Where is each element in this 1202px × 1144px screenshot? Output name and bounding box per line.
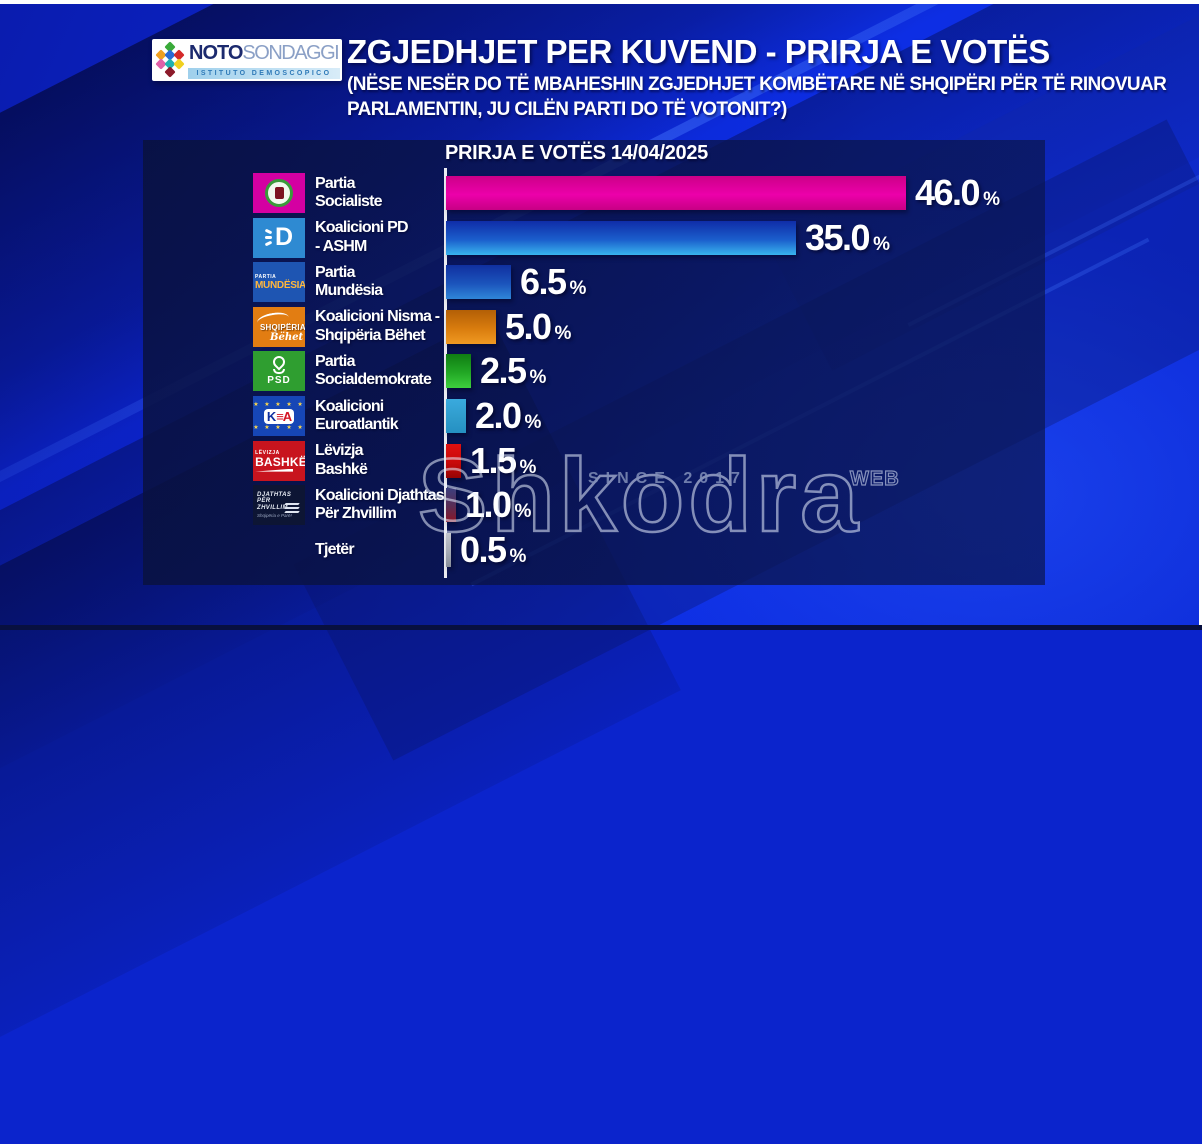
party-name: Partia Socialdemokrate [315, 352, 432, 389]
kea-logo: ★ ★ ★ ★ ★ K ≡A ★ ★ ★ ★ ★ [253, 396, 305, 436]
noto-tagline-strip: ISTITUTO DEMOSCOPICO [188, 68, 340, 79]
pd-spiral-icon: D [264, 223, 293, 252]
levizja-bashke-logo: LËVIZJA BASHKË [253, 440, 305, 481]
value-label: 46.0% [915, 172, 1000, 213]
bar-psd [446, 354, 471, 389]
party-name: Tjetër [315, 540, 355, 558]
value-label: 35.0% [805, 216, 890, 258]
rose-cup-icon [273, 369, 285, 375]
partia-socialiste-logo [253, 173, 305, 213]
bar-koalicioni-pd-ashm [446, 220, 796, 255]
bar-partia-mundesia [446, 265, 511, 300]
party-name: Koalicioni PD - ASHM [315, 219, 409, 255]
rose-icon [270, 353, 288, 371]
party-name: Koalicioni Nisma - Shqipëria Bëhet [315, 308, 440, 344]
chart-row: SHQIPËRIA Bëhet Koalicioni Nisma - Shqipë… [143, 305, 1045, 347]
bar-tjeter [446, 532, 451, 567]
page-subtitle-line2: PARLAMENTIN, JU CILËN PARTI DO TË VOTONI… [347, 99, 787, 120]
value-label: 1.0% [465, 484, 532, 526]
top-edge-strip [0, 0, 1202, 4]
bar-levizja-bashke [446, 443, 461, 478]
chart-row: LËVIZJA BASHKË Lëvizja Bashkë 1.5% [143, 439, 1045, 481]
underline-swoosh-icon [255, 468, 294, 472]
chart-row: D Koalicioni PD - ASHM 35.0% [143, 216, 1045, 258]
bar-partia-socialiste [446, 176, 906, 210]
chart-row: ★ ★ ★ ★ ★ K ≡A ★ ★ ★ ★ ★ Koalicioni Euroat… [143, 395, 1045, 436]
koalicioni-nisma-logo: SHQIPËRIA Bëhet [253, 306, 305, 347]
party-name: Koalicioni Djathtas Për Zhvillim [315, 486, 445, 523]
page-title: ZGJEDHJET PER KUVEND - PRIRJA E VOTËS [347, 33, 1050, 70]
bar-koalicioni-nisma [446, 309, 496, 344]
ps-emblem-icon [265, 179, 293, 207]
value-label: 2.0% [475, 395, 542, 436]
stars-icon: ★ ★ ★ ★ ★ [253, 424, 305, 431]
kea-monogram: K ≡A [263, 408, 295, 424]
bottom-edge-strip [0, 625, 1202, 630]
value-label: 6.5% [520, 261, 587, 303]
chart-row: Partia Socialiste 46.0% [143, 172, 1045, 213]
party-name: Partia Socialiste [315, 174, 383, 211]
noto-sondaggi-logo: NOTOSONDAGGI ISTITUTO DEMOSCOPICO [152, 39, 342, 81]
chart-row: DJATHTAS PËR ZHVILLIM Shqipëria e Parë! … [143, 484, 1045, 526]
chart-row: PARTIA MUNDËSIA Partia Mundësia 6.5% [143, 261, 1045, 303]
noto-mosaic-icon [152, 39, 188, 81]
page-subtitle: (NËSE NESËR DO TË MBAHESHIN ZGJEDHJET KO… [347, 72, 1167, 122]
partia-mundesia-logo: PARTIA MUNDËSIA [253, 262, 305, 303]
koalicioni-pd-ashm-logo: D [253, 217, 305, 258]
value-label: 1.5% [470, 439, 537, 481]
value-label: 2.5% [480, 350, 547, 392]
chart-axis-line [444, 168, 447, 578]
koalicioni-djathtas-logo: DJATHTAS PËR ZHVILLIM Shqipëria e Parë! [253, 485, 305, 526]
right-edge-strip [1199, 0, 1202, 630]
noto-brand: NOTOSONDAGGI [189, 42, 340, 64]
value-label: 5.0% [505, 305, 572, 347]
page-subtitle-line1: (NËSE NESËR DO TË MBAHESHIN ZGJEDHJET KO… [347, 74, 1167, 95]
party-name: Partia Mundësia [315, 263, 383, 300]
chart-row: PSD Partia Socialdemokrate 2.5% [143, 350, 1045, 392]
value-label: 0.5% [460, 528, 527, 570]
bar-koalicioni-djathtas [446, 488, 456, 523]
chart-title: PRIRJA E VOTËS 14/04/2025 [445, 142, 709, 164]
chart-panel: PRIRJA E VOTËS 14/04/2025 Partia Socialis… [143, 140, 1045, 585]
noto-text: NOTOSONDAGGI ISTITUTO DEMOSCOPICO [188, 39, 342, 81]
chart-row: Tjetër 0.5% [143, 528, 1045, 570]
noto-tagline: ISTITUTO DEMOSCOPICO [196, 70, 332, 77]
flag-lines-icon [284, 501, 300, 515]
psd-logo: PSD [253, 351, 305, 392]
party-name: Koalicioni Euroatlantik [315, 397, 399, 434]
party-name: Lëvizja Bashkë [315, 442, 368, 478]
bar-kea [446, 399, 466, 433]
stars-icon: ★ ★ ★ ★ ★ [253, 401, 305, 408]
